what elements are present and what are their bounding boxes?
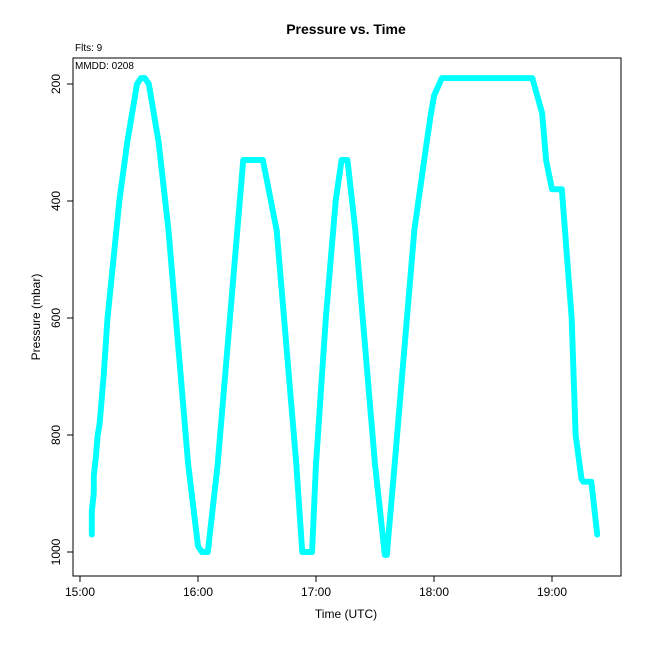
- date-label: MMDD: 0208: [75, 61, 134, 72]
- y-tick-label: 200: [49, 74, 63, 94]
- plot-frame: [72, 57, 622, 577]
- y-axis-label: Pressure (mbar): [29, 274, 43, 361]
- y-tick-label: 800: [49, 425, 63, 445]
- y-axis: 200 400 600 800 1000: [49, 74, 73, 565]
- x-axis-label: Time (UTC): [315, 607, 377, 621]
- data-points: [88, 75, 601, 558]
- x-tick-label: 17:00: [301, 585, 331, 599]
- x-tick-label: 15:00: [65, 585, 95, 599]
- x-axis: 15:00 16:00 17:00 18:00 19:00: [65, 576, 567, 599]
- data-point: [594, 531, 601, 538]
- x-tick-label: 18:00: [419, 585, 449, 599]
- x-tick-label: 19:00: [537, 585, 567, 599]
- y-tick-label: 600: [49, 308, 63, 328]
- chart-title: Pressure vs. Time: [286, 21, 406, 37]
- y-tick-label: 400: [49, 191, 63, 211]
- x-tick-label: 16:00: [183, 585, 213, 599]
- y-tick-label: 1000: [49, 538, 63, 565]
- flights-label: Flts: 9: [75, 43, 103, 54]
